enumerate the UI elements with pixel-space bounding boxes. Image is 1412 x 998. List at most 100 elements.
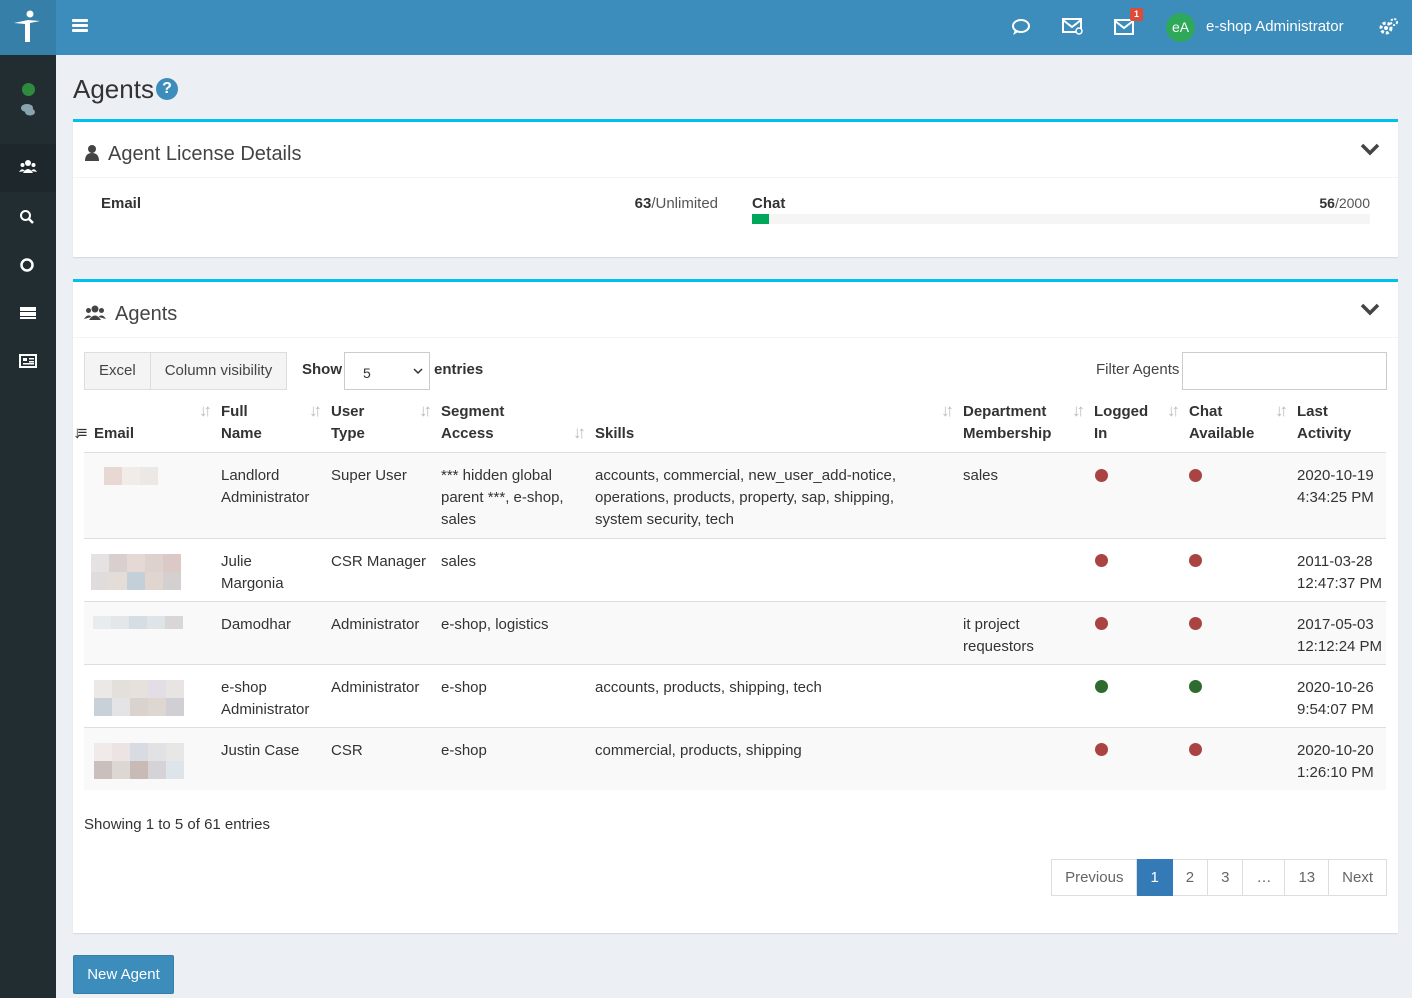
chat-bubble-icon[interactable] [1010,16,1032,38]
full-name-cell: Damodhar [221,616,292,633]
header-label: Available [1189,425,1255,442]
envelope-icon[interactable] [1114,16,1136,38]
chat-license-label: Chat [752,195,786,212]
header-department[interactable]: Department Membership [963,401,1051,445]
server-icon [20,307,36,319]
circle-icon [20,258,34,272]
cell-line: Administrator [221,489,310,506]
cell-line: operations, products, property, sap, shi… [595,489,895,506]
logged-in-status-dot [1095,680,1108,693]
user-icon [85,145,99,161]
header-user-type[interactable]: User Type [331,401,365,445]
next-page-button[interactable]: Next [1329,859,1387,896]
email-limit: /Unlimited [651,195,718,212]
header-label: Full [221,403,248,420]
online-status-dot [22,83,35,96]
cell-line: 2020-10-19 [1297,467,1374,484]
cell-line: 12:12:24 PM [1297,638,1383,655]
page-button-1[interactable]: 1 [1137,859,1173,896]
header-full-name[interactable]: Full Name [221,401,262,445]
segment-cell: sales [441,553,477,570]
chat-available-status-dot [1189,680,1202,693]
chevron-down-icon[interactable] [1360,142,1380,156]
chat-available-status-dot [1189,554,1202,567]
header-logged-in[interactable]: Logged In [1094,401,1148,445]
department-cell: it project requestors [963,614,1034,658]
user-type-cell: CSR [331,742,363,759]
comments-icon [21,104,35,116]
user-type-cell: Super User [331,467,407,484]
header-label: Type [331,425,365,442]
header-chat-available[interactable]: Chat Available [1189,401,1254,445]
sort-icon: ↓≡ [73,423,88,442]
table-row[interactable]: Julie Margonia CSR Manager sales 2011-03-… [84,538,1386,601]
header-label: Membership [963,425,1052,442]
newspaper-icon [19,354,37,368]
logged-in-status-dot [1095,617,1108,630]
excel-button[interactable]: Excel [84,352,151,390]
user-menu[interactable]: e-shop Administrator [1206,18,1344,35]
header-last-activity[interactable]: Last Activity [1297,401,1351,445]
sort-icon: ↓↑ [1275,401,1288,420]
logo-icon [14,10,40,42]
cogs-icon[interactable] [1378,16,1400,38]
page-button-3[interactable]: 3 [1208,859,1244,896]
last-activity-cell: 2020-10-19 4:34:25 PM [1297,465,1374,509]
license-box-title: Agent License Details [108,143,302,165]
header-label: Department [963,403,1047,420]
sidebar-item-chat-status[interactable] [0,69,56,129]
department-cell: sales [963,465,998,487]
sidebar-item-server[interactable] [0,290,56,338]
logged-in-status-dot [1095,469,1108,482]
chat-license-progress [752,214,1370,224]
sidebar-item-search[interactable] [0,194,56,242]
license-box-header: Agent License Details [73,122,1398,178]
user-type-cell: CSR Manager [331,553,427,570]
cell-line: requestors [963,638,1034,655]
top-navbar: 1 eA e-shop Administrator [0,0,1412,55]
app-logo[interactable] [0,0,56,55]
chat-limit: /2000 [1334,195,1370,211]
mail-settings-icon[interactable] [1062,16,1084,38]
users-icon [19,160,37,173]
filter-agents-input[interactable] [1182,352,1387,390]
help-icon[interactable]: ? [156,78,178,100]
sidebar-item-circle[interactable] [0,242,56,290]
chat-used: 56 [1319,195,1335,211]
page-size-select[interactable]: 5 [344,352,430,390]
previous-page-button[interactable]: Previous [1051,859,1138,896]
header-email[interactable]: Email [94,425,135,442]
entries-label: entries [434,361,484,378]
table-row[interactable]: Damodhar Administrator e-shop, logistics… [84,601,1386,664]
cell-line: Administrator [221,701,310,718]
show-label: Show [302,361,342,378]
cell-line: it project [963,616,1020,633]
full-name-cell: Justin Case [221,742,300,759]
new-agent-button[interactable]: New Agent [73,955,174,994]
sidebar-item-agents[interactable] [0,144,56,192]
page-button-2[interactable]: 2 [1172,859,1209,896]
cell-line: Landlord [221,467,280,484]
sort-icon: ↓↑ [941,401,954,420]
sidebar-item-news[interactable] [0,338,56,386]
avatar[interactable]: eA [1166,13,1195,42]
table-row[interactable]: Landlord Administrator Super User *** hid… [84,452,1386,538]
table-row[interactable]: Justin Case CSR e-shop commercial, produ… [84,727,1386,790]
header-label: Access [441,425,494,442]
header-label: Chat [1189,403,1223,420]
full-name-cell: Julie Margonia [221,551,284,595]
logged-in-status-dot [1095,743,1108,756]
header-skills[interactable]: Skills [595,425,635,442]
table-row[interactable]: e-shop Administrator Administrator e-shop… [84,664,1386,727]
email-license-value: 63/Unlimited [635,195,718,212]
menu-icon[interactable] [72,19,88,33]
cell-line: parent ***, e-shop, [441,489,564,506]
cell-line: 2017-05-03 [1297,616,1374,633]
chat-available-status-dot [1189,617,1202,630]
page-button-13[interactable]: 13 [1285,859,1330,896]
cell-line: 9:54:07 PM [1297,701,1374,718]
header-segment-access[interactable]: Segment Access [441,401,504,445]
chevron-down-icon[interactable] [1360,302,1380,316]
chat-progress-fill [752,214,770,224]
column-visibility-button[interactable]: Column visibility [150,352,288,390]
